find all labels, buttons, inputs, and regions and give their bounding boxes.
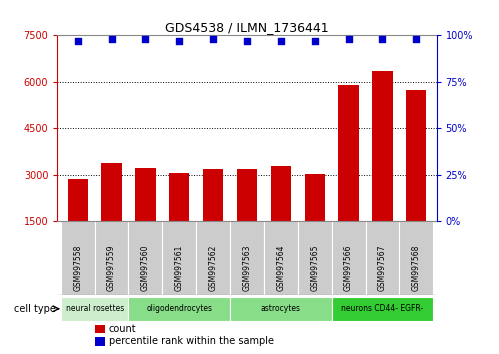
Point (277, 38, 285, 44)
Bar (406, 90, 427, 268)
Bar (129, 297, 230, 321)
Bar (237, 169, 257, 268)
Text: GSM997558: GSM997558 (73, 245, 82, 291)
Text: cell type: cell type (14, 304, 56, 314)
Text: GSM997560: GSM997560 (141, 244, 150, 291)
Bar (61, 297, 129, 321)
Point (243, 38, 251, 44)
Text: GSM997568: GSM997568 (412, 245, 421, 291)
Bar (95, 221, 129, 295)
Text: GSM997564: GSM997564 (276, 244, 285, 291)
Point (311, 38, 319, 44)
Title: GDS4538 / ILMN_1736441: GDS4538 / ILMN_1736441 (165, 21, 329, 34)
Text: GSM997561: GSM997561 (175, 245, 184, 291)
Bar (101, 163, 122, 268)
Bar (129, 221, 162, 295)
Text: GSM997562: GSM997562 (209, 245, 218, 291)
Bar (203, 169, 224, 268)
Text: neural rosettes: neural rosettes (65, 304, 124, 313)
Bar (338, 85, 359, 268)
Bar (230, 221, 264, 295)
Bar (230, 297, 332, 321)
Text: GSM997566: GSM997566 (344, 244, 353, 291)
Text: GSM997559: GSM997559 (107, 244, 116, 291)
Bar (399, 221, 433, 295)
Point (74, 38, 82, 44)
Bar (162, 221, 196, 295)
Bar (304, 174, 325, 268)
Bar (372, 71, 393, 268)
Point (345, 36, 353, 42)
Point (108, 36, 116, 42)
Text: count: count (109, 324, 136, 334)
Bar (298, 221, 332, 295)
Point (412, 36, 420, 42)
Bar (365, 221, 399, 295)
Bar (332, 297, 433, 321)
Bar (95, 337, 105, 346)
Text: GSM997567: GSM997567 (378, 244, 387, 291)
Text: oligodendrocytes: oligodendrocytes (146, 304, 212, 313)
Text: astrocytes: astrocytes (261, 304, 301, 313)
Text: percentile rank within the sample: percentile rank within the sample (109, 336, 273, 346)
Bar (95, 325, 105, 333)
Point (141, 36, 149, 42)
Bar (264, 221, 298, 295)
Point (378, 36, 386, 42)
Text: GSM997565: GSM997565 (310, 244, 319, 291)
Point (209, 36, 217, 42)
Bar (169, 173, 190, 268)
Bar (135, 169, 156, 268)
Bar (67, 179, 88, 268)
Point (175, 38, 183, 44)
Bar (61, 221, 95, 295)
Bar (332, 221, 365, 295)
Bar (196, 221, 230, 295)
Text: GSM997563: GSM997563 (243, 244, 251, 291)
Text: neurons CD44- EGFR-: neurons CD44- EGFR- (341, 304, 424, 313)
Bar (270, 166, 291, 268)
